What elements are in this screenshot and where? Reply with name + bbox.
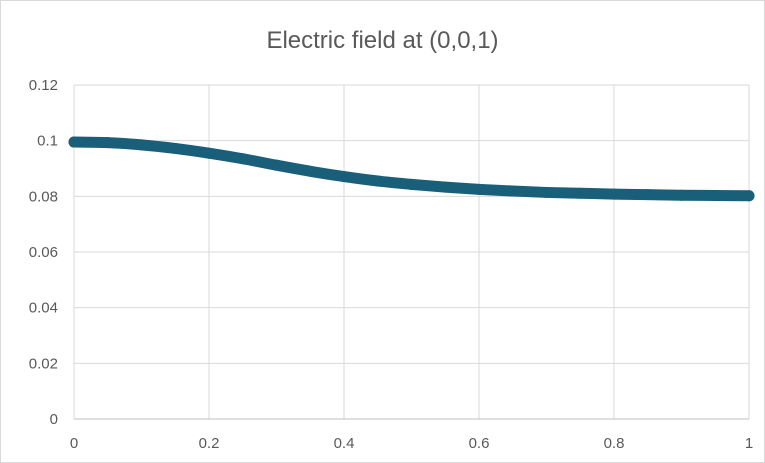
data-point: [709, 189, 721, 201]
data-point: [541, 186, 552, 198]
y-tick-label: 0.1: [37, 133, 58, 150]
data-point: [304, 165, 316, 177]
data-point: [743, 190, 755, 202]
y-tick-label: 0.02: [29, 355, 58, 372]
x-tick-label: 0.6: [469, 435, 490, 452]
data-point: [102, 137, 114, 149]
x-tick-label: 0: [70, 435, 78, 452]
y-tick-label: 0.08: [29, 188, 58, 205]
data-point: [608, 188, 620, 200]
data-point: [439, 181, 451, 193]
data-point: [507, 185, 519, 197]
y-tick-label: 0.06: [29, 244, 58, 261]
data-point: [271, 159, 282, 171]
data-point: [642, 189, 654, 201]
chart-title: Electric field at (0,0,1): [266, 27, 499, 54]
data-point: [169, 142, 181, 154]
y-tick-label: 0.12: [29, 77, 58, 94]
x-tick-label: 0.8: [604, 435, 625, 452]
data-point: [338, 171, 350, 183]
data-point: [372, 175, 384, 187]
data-point: [473, 183, 485, 195]
x-tick-label: 1: [745, 435, 753, 452]
y-tick-label: 0.04: [29, 300, 58, 317]
data-point: [68, 136, 80, 148]
data-point: [676, 189, 687, 201]
data-point: [136, 139, 147, 151]
y-tick-label: 0: [50, 411, 58, 428]
data-point: [574, 187, 586, 199]
data-point: [237, 153, 249, 165]
x-tick-label: 0.2: [199, 435, 220, 452]
data-point: [203, 147, 215, 159]
data-point: [406, 178, 417, 190]
x-tick-label: 0.4: [334, 435, 355, 452]
